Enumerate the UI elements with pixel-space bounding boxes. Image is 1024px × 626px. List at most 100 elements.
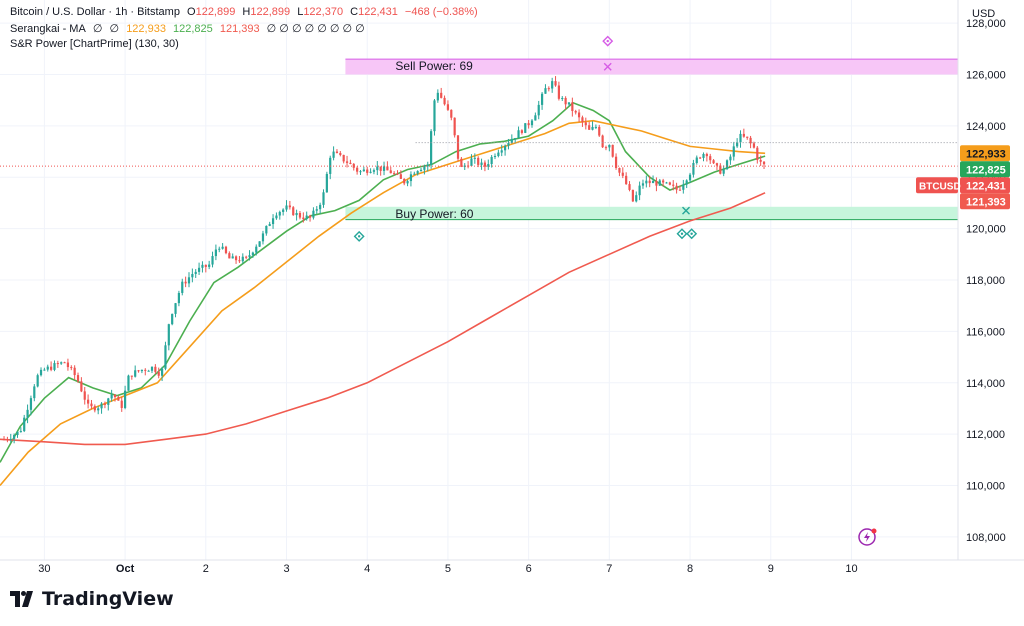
candle-body: [645, 180, 648, 184]
price-tick-label: 110,000: [966, 481, 1005, 493]
candle-body: [342, 154, 345, 162]
candle-body: [477, 157, 480, 165]
buy-signal-x: [682, 206, 691, 215]
candle-body: [591, 126, 594, 130]
candle-body: [231, 256, 234, 259]
candle-body: [218, 248, 221, 250]
candle-body: [258, 241, 261, 247]
candle-body: [490, 156, 493, 165]
ma-value-1: 122,933: [126, 23, 166, 35]
candle-body: [574, 111, 577, 113]
candle-body: [120, 400, 123, 408]
candle-body: [319, 204, 322, 210]
candle-body: [43, 369, 46, 371]
candle-body: [214, 249, 217, 257]
candle-body: [204, 264, 207, 267]
ohlc-high-label: H: [242, 6, 251, 18]
candle-body: [345, 161, 349, 163]
candle-body: [282, 209, 285, 212]
candle-body: [127, 375, 130, 391]
legend-sr-row[interactable]: S&R Power [ChartPrime] (130, 30): [10, 38, 183, 50]
ma-indicator-name[interactable]: Serangkai - MA: [10, 23, 86, 35]
candle-body: [123, 390, 127, 408]
candle-body: [470, 158, 473, 166]
candle-body: [167, 324, 170, 346]
candle-body: [23, 417, 26, 432]
candle-body: [736, 142, 739, 147]
candle-body: [544, 88, 547, 94]
candle-body: [527, 123, 530, 126]
candle-body: [134, 370, 137, 377]
candle-body: [6, 439, 9, 441]
candle-body: [174, 303, 177, 314]
sr-zone: [345, 206, 958, 220]
candle-body: [712, 160, 715, 164]
candle-body: [332, 151, 335, 158]
candle-body: [598, 126, 601, 136]
candle-body: [2, 439, 6, 441]
ohlc-low: 122,370: [303, 6, 344, 18]
candle-body: [396, 173, 399, 175]
ma-value-2: 122,825: [173, 23, 213, 35]
candle-body: [517, 130, 520, 139]
grid: [0, 0, 958, 560]
candle-body: [382, 166, 386, 171]
candle-body: [268, 224, 271, 226]
tradingview-logo[interactable]: TradingView: [10, 588, 174, 610]
candle-body: [66, 362, 70, 368]
candle-body: [144, 369, 147, 371]
candle-body: [50, 366, 53, 370]
candle-body: [588, 125, 591, 130]
candle-body: [194, 271, 197, 274]
currency-label: USD: [972, 8, 995, 20]
candle-body: [90, 403, 93, 407]
candle-body: [601, 135, 604, 148]
signal-dot: [357, 235, 361, 238]
candle-body: [278, 211, 281, 216]
time-tick-label: 6: [526, 563, 532, 575]
candle-body: [228, 253, 231, 259]
candle-body: [177, 292, 181, 304]
candle-body: [103, 403, 107, 405]
candle-body: [604, 147, 608, 149]
candle-body: [611, 144, 614, 157]
candle-body: [534, 115, 537, 121]
candle-body: [147, 370, 150, 372]
candle-body: [725, 160, 729, 170]
candle-body: [685, 180, 688, 185]
candle-body: [221, 246, 224, 249]
ma-slow-line: [0, 192, 766, 446]
candle-body: [292, 207, 295, 216]
candle-body: [312, 210, 315, 218]
candle-body: [322, 192, 325, 205]
time-tick-label: Oct: [116, 563, 135, 575]
legend-ma-row[interactable]: Serangkai - MA ∅ ∅ 122,933 122,825 121,3…: [10, 22, 369, 35]
candle-body: [157, 371, 160, 376]
time-axis: 30 Oct 2 3 4 5 6 7 8 9 10: [0, 559, 1024, 575]
candle-body: [655, 181, 658, 186]
sr-indicator-name[interactable]: S&R Power [ChartPrime] (130, 30): [10, 38, 179, 50]
candle-body: [742, 133, 745, 137]
candle-body: [436, 92, 439, 101]
candle-body: [171, 313, 174, 325]
ticker-badge-text: BTCUSD: [919, 181, 961, 192]
candle-body: [389, 170, 392, 174]
candle-body: [100, 403, 103, 409]
candle-body: [234, 256, 238, 261]
symbol-title[interactable]: Bitcoin / U.S. Dollar · 1h · Bitstamp: [10, 6, 180, 18]
candle-body: [614, 156, 618, 168]
candle-body: [393, 173, 396, 175]
candle-body: [70, 367, 73, 369]
candle-body: [26, 409, 29, 418]
ma-na-1: ∅: [92, 23, 103, 35]
candle-body: [635, 195, 638, 202]
candle-body: [567, 102, 571, 105]
candle-body: [540, 93, 544, 105]
candle-body: [140, 369, 144, 372]
candle-body: [500, 150, 503, 153]
candle-body: [756, 147, 759, 160]
candle-body: [746, 136, 749, 138]
candle-body: [379, 166, 382, 171]
candle-body: [426, 164, 429, 167]
